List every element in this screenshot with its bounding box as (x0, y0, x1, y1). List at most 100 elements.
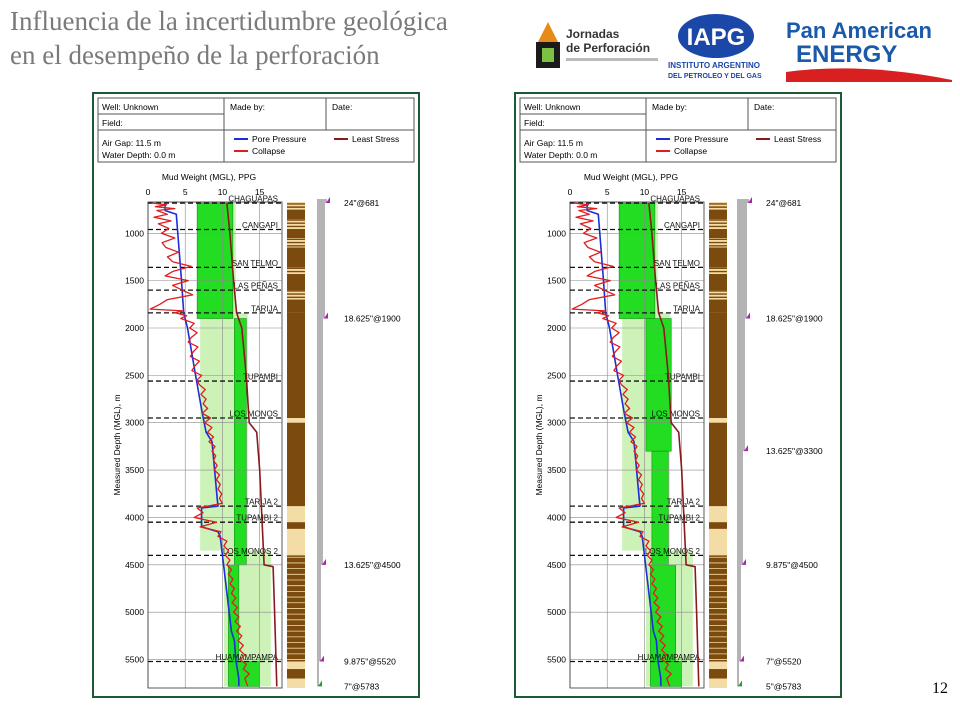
y-axis-title: Measured Depth (MGL), m (534, 394, 544, 495)
mud-weight-bar (618, 202, 656, 319)
lithology-layer (287, 210, 305, 220)
header-water-depth: Water Depth: 0.0 m (524, 150, 597, 160)
header-date: Date: (754, 102, 774, 112)
plot-frame (147, 201, 283, 689)
drill-tower-icon (538, 22, 558, 42)
y-tick-label: 3500 (547, 465, 566, 475)
y-tick-label: 5500 (547, 655, 566, 665)
x-tick-label: 15 (255, 187, 265, 197)
y-tick-label: 1500 (547, 276, 566, 286)
y-axis-title: Measured Depth (MGL), m (112, 394, 122, 495)
formation-label: HUAMAMPAMPA (638, 653, 701, 662)
casing-shoe-marker (326, 197, 330, 204)
lithology-layer (287, 247, 305, 268)
series-line-pore-pressure (164, 203, 240, 687)
y-tick-label: 5500 (125, 655, 144, 665)
legend-label: Least Stress (774, 134, 821, 144)
header-date: Date: (332, 102, 352, 112)
x-tick-label: 5 (183, 187, 188, 197)
slide-title: Influencia de la incertidumbre geológica… (10, 4, 530, 72)
casing-shoe-marker (320, 655, 324, 662)
series-line-pore-pressure (586, 203, 662, 687)
header-air-gap: Air Gap: 11.5 m (524, 138, 583, 148)
casing-shoe-marker (738, 680, 742, 687)
formation-label: LOS MONOS 2 (645, 547, 701, 556)
y-tick-label: 4000 (125, 512, 144, 522)
formation-label: CANGAPI (664, 221, 700, 230)
formation-label: LAS PEÑAS (234, 282, 278, 291)
jornadas-line1: Jornadas (566, 27, 620, 41)
lithology-layer (287, 312, 305, 418)
x-tick-label: 10 (218, 187, 228, 197)
jornadas-perforacion-logo: Jornadas de Perforación (536, 22, 658, 68)
casing-label: 7"@5783 (344, 681, 380, 691)
header-field: Field: (524, 118, 545, 128)
legend-label: Pore Pressure (674, 134, 729, 144)
x-tick-label: 0 (146, 187, 151, 197)
header-well: Well: Unknown (102, 102, 159, 112)
formation-label: LAS PEÑAS (656, 282, 700, 291)
series-line-collapse (571, 202, 672, 687)
slide-title-line1: Influencia de la incertidumbre geológica (10, 6, 448, 36)
lithology-layer (709, 669, 727, 679)
y-tick-label: 3500 (125, 465, 144, 475)
x-tick-label: 10 (640, 187, 650, 197)
jornadas-line2: de Perforación (566, 41, 650, 55)
lithology-layer (709, 522, 727, 529)
header-field: Field: (102, 118, 123, 128)
lithology-layer (709, 312, 727, 418)
lithology-layer (287, 229, 305, 238)
x-tick-label: 5 (605, 187, 610, 197)
series-line-least-stress (648, 202, 700, 687)
mud-weight-bar (645, 318, 672, 452)
casing-label: 24"@681 (766, 198, 802, 208)
lithology-layer (287, 274, 305, 291)
mud-weight-bar (196, 202, 234, 319)
y-tick-label: 1000 (547, 228, 566, 238)
formation-label: TUPAMBI 2 (658, 514, 700, 523)
slide-title-line2: en el desempeño de la perforación (10, 40, 380, 70)
y-tick-label: 3000 (125, 418, 144, 428)
plot-frame (569, 201, 705, 689)
formation-label: CANGAPI (242, 221, 278, 230)
casing-shoe-marker (318, 680, 322, 687)
chart-panel-left: Well: Unknown Field: Made by: Date: Air Gap:… (92, 92, 420, 698)
x-tick-label: 15 (677, 187, 687, 197)
casing-label: 13.625"@4500 (344, 560, 401, 570)
y-tick-label: 3000 (547, 418, 566, 428)
y-tick-label: 2000 (125, 323, 144, 333)
formation-label: TUPAMBI (665, 373, 700, 382)
formation-label: LOS MONOS 2 (223, 547, 279, 556)
formation-label: SAN TELMO (654, 259, 700, 268)
casing-label: 9.875"@5520 (344, 656, 396, 666)
series-line-collapse (149, 202, 250, 687)
header-well: Well: Unknown (524, 102, 581, 112)
y-tick-label: 2500 (547, 370, 566, 380)
lithology-layer (709, 210, 727, 220)
casing-label: 13.625"@3300 (766, 446, 823, 456)
lithology-layer (709, 229, 727, 238)
header-made-by: Made by: (652, 102, 687, 112)
formation-label: CHAGUAPAS (228, 195, 278, 204)
logo-bar: Jornadas de Perforación IAPG INSTITUTO A… (528, 8, 956, 84)
casing-label: 18.625"@1900 (766, 314, 823, 324)
y-tick-label: 4500 (547, 560, 566, 570)
mud-weight-bar (650, 661, 682, 687)
iapg-logo: IAPG INSTITUTO ARGENTINO DEL PETROLEO Y … (668, 14, 762, 80)
x-axis-title: Mud Weight (MGL), PPG (162, 172, 256, 182)
casing-shoe-marker (324, 312, 328, 319)
lithology-layer (709, 274, 727, 291)
casing-label: 24"@681 (344, 198, 380, 208)
formation-label: TUPAMBI (243, 373, 278, 382)
casing-label: 9.875"@4500 (766, 560, 818, 570)
iapg-line1: INSTITUTO ARGENTINO (668, 61, 760, 70)
casing-shoe-marker (740, 655, 744, 662)
pae-line1: Pan American (786, 18, 932, 43)
header-water-depth: Water Depth: 0.0 m (102, 150, 175, 160)
y-tick-label: 2000 (547, 323, 566, 333)
formation-label: TARIJA (673, 304, 701, 313)
lithology-layer (709, 422, 727, 507)
mud-weight-chart-left: Well: Unknown Field: Made by: Date: Air Gap:… (97, 97, 415, 691)
y-tick-label: 5000 (547, 607, 566, 617)
chart-panel-right: Well: Unknown Field: Made by: Date: Air Gap:… (514, 92, 842, 698)
